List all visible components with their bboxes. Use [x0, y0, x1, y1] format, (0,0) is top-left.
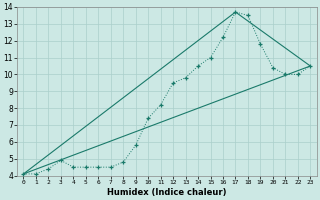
X-axis label: Humidex (Indice chaleur): Humidex (Indice chaleur)	[107, 188, 227, 197]
